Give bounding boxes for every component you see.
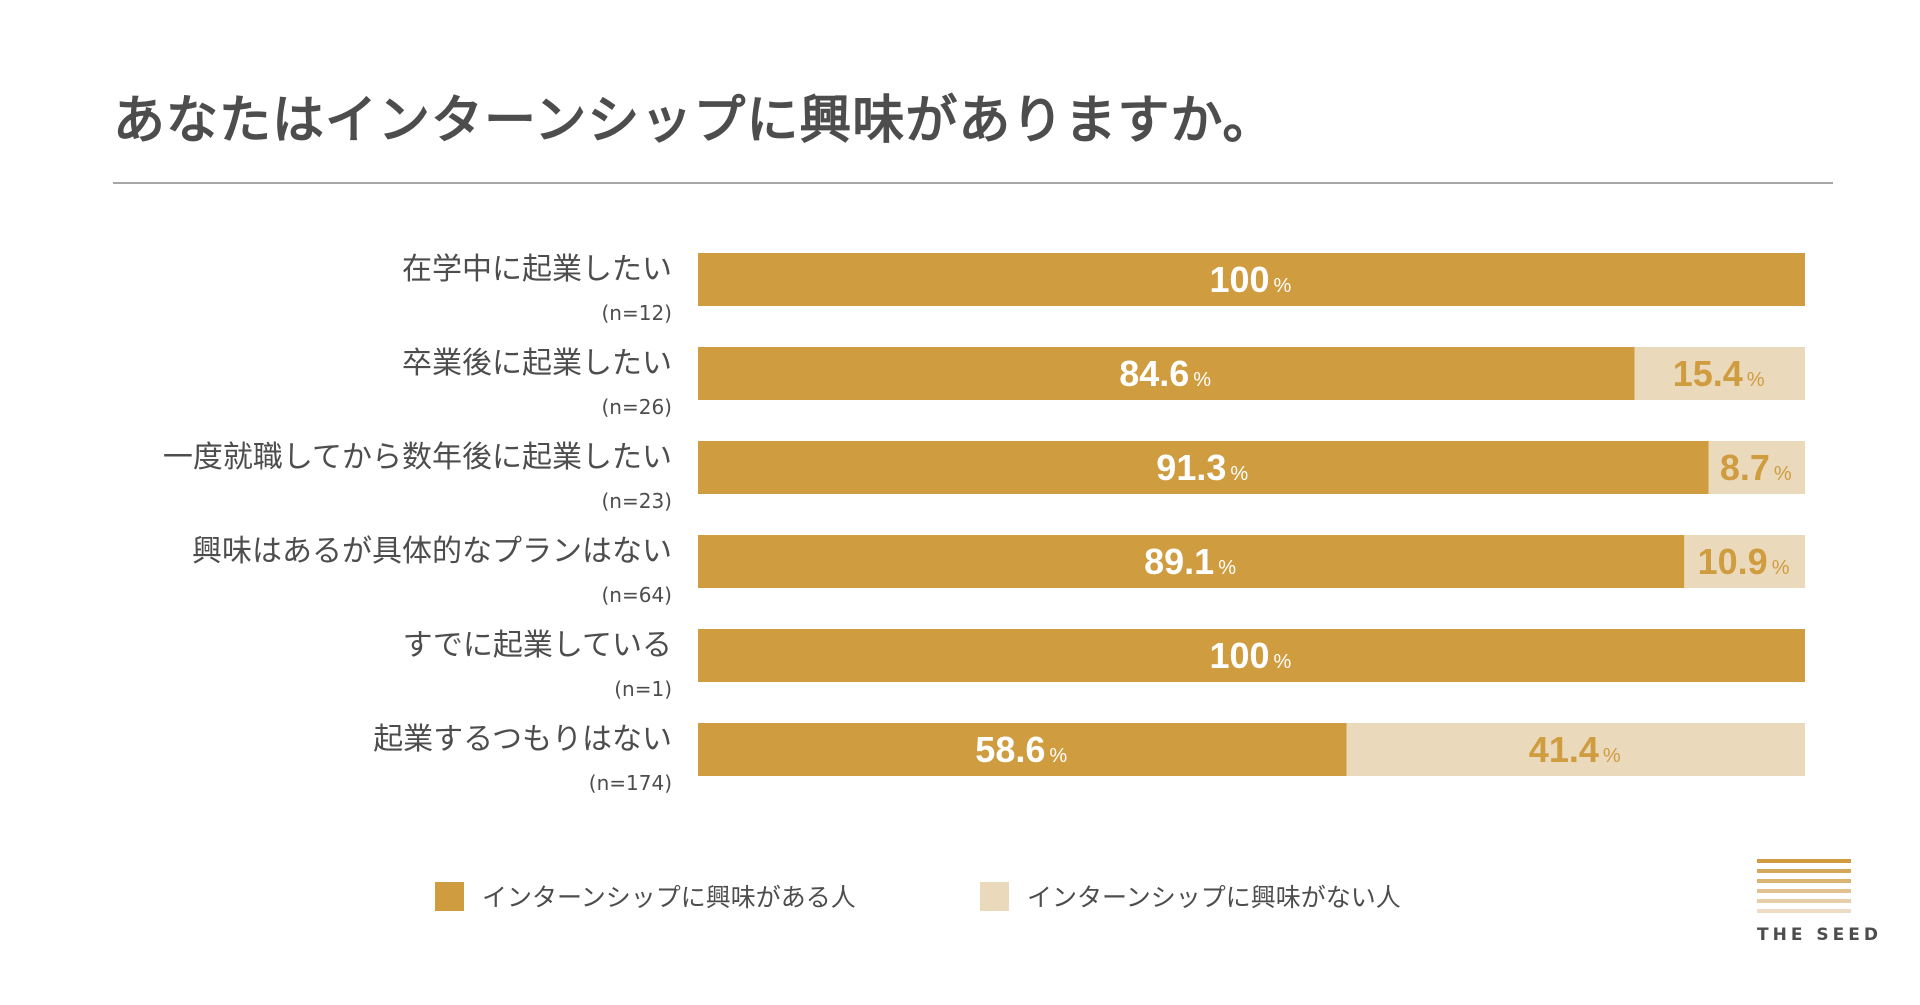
bar-not-interested (1708, 441, 1805, 494)
bar-interested (698, 723, 1347, 776)
category-label: 起業するつもりはない (373, 722, 672, 757)
category-label: 興味はあるが具体的なプランはない (192, 534, 672, 569)
logo-stripes-icon (1757, 859, 1851, 913)
data-label-interested: 100 (1209, 259, 1269, 300)
category-label: すでに起業している (403, 628, 672, 663)
legend-item-interested: インターンシップに興味がある人 (435, 878, 856, 914)
bar-interested (698, 347, 1635, 400)
category-label: 在学中に起業したい (402, 252, 672, 287)
bar-interested (698, 253, 1805, 306)
bar-interested (698, 629, 1805, 682)
bar-interested (698, 535, 1685, 588)
bar-not-interested (1684, 535, 1805, 588)
percent-unit-label: % (1230, 463, 1248, 485)
data-label-interested: 84.6 (1119, 353, 1189, 394)
bar-not-interested (1634, 347, 1805, 400)
data-label-not-interested: 41.4 (1529, 729, 1599, 770)
data-label-not-interested: 15.4 (1673, 353, 1743, 394)
legend-label-interested: インターンシップに興味がある人 (482, 883, 856, 912)
percent-unit-label: % (1747, 369, 1765, 391)
data-label-interested: 100 (1209, 635, 1269, 676)
legend-label-not-interested: インターンシップに興味がない人 (1027, 883, 1401, 912)
percent-unit-label: % (1274, 651, 1292, 673)
title-divider (113, 182, 1833, 184)
sample-size-label: (n=64) (602, 583, 673, 607)
percent-unit-label: % (1774, 463, 1792, 485)
chart-title: あなたはインターンシップに興味がありますか。 (113, 91, 1276, 151)
percent-unit-label: % (1772, 557, 1790, 579)
logo-text: THE SEED (1757, 925, 1882, 945)
sample-size-label: (n=23) (602, 489, 673, 513)
data-label-interested: 58.6 (975, 729, 1045, 770)
percent-unit-label: % (1049, 745, 1067, 767)
sample-size-label: (n=1) (614, 677, 672, 701)
percent-unit-label: % (1274, 275, 1292, 297)
legend-swatch-not-interested (980, 881, 1009, 911)
category-label: 卒業後に起業したい (402, 346, 672, 381)
legend-item-not-interested: インターンシップに興味がない人 (980, 878, 1401, 914)
sample-size-label: (n=174) (589, 771, 672, 795)
data-label-not-interested: 10.9 (1698, 541, 1768, 582)
legend-swatch-interested (435, 881, 464, 911)
bar-not-interested (1346, 723, 1805, 776)
sample-size-label: (n=12) (602, 301, 673, 325)
percent-unit-label: % (1603, 745, 1621, 767)
category-label: 一度就職してから数年後に起業したい (163, 440, 672, 475)
percent-unit-label: % (1218, 557, 1236, 579)
data-label-interested: 89.1 (1144, 541, 1214, 582)
sample-size-label: (n=26) (602, 395, 673, 419)
percent-unit-label: % (1193, 369, 1211, 391)
legend: インターンシップに興味がある人 インターンシップに興味がない人 (0, 878, 1920, 918)
data-label-interested: 91.3 (1156, 447, 1226, 488)
the-seed-logo: THE SEED (1757, 859, 1882, 945)
data-label-not-interested: 8.7 (1720, 447, 1770, 488)
bar-interested (698, 441, 1709, 494)
